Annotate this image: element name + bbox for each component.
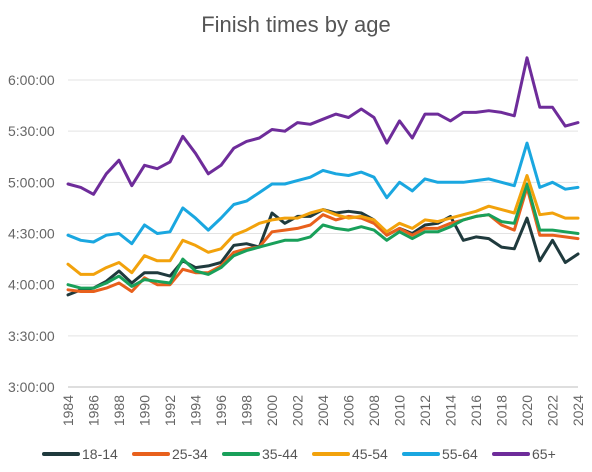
x-tick-label: 1984 (60, 395, 76, 426)
y-tick-label: 4:00:00 (8, 277, 55, 293)
x-tick-label: 2000 (264, 395, 280, 426)
legend-label: 35-44 (262, 446, 298, 462)
x-tick-label: 2010 (392, 395, 408, 426)
chart-title: Finish times by age (201, 12, 391, 37)
x-axis-ticks: 1984 1986 1988 1990 1992 1994 1996 1998 2000 2002… (60, 395, 586, 426)
series-line-55-64 (66, 141, 580, 246)
x-tick-label: 2014 (443, 395, 459, 426)
legend-label: 55-64 (442, 446, 478, 462)
x-tick-label: 2020 (519, 395, 535, 426)
x-tick-label: 1990 (137, 395, 153, 426)
x-tick-label: 1986 (86, 395, 102, 426)
series-line-65+ (66, 56, 580, 196)
y-axis-ticks: 3:00:00 3:30:00 4:00:00 4:30:00 5:00:00 5:30:… (8, 72, 55, 395)
x-tick-label: 2016 (468, 395, 484, 426)
y-tick-label: 5:00:00 (8, 174, 55, 190)
x-tick-label: 1998 (239, 395, 255, 426)
x-tick-label: 1992 (162, 395, 178, 426)
x-tick-label: 2022 (545, 395, 561, 426)
series-line-45-54 (66, 174, 580, 276)
x-tick-label: 2006 (341, 395, 357, 426)
y-tick-label: 4:30:00 (8, 226, 55, 242)
legend-label: 45-54 (352, 446, 388, 462)
x-tick-label: 2024 (570, 395, 586, 426)
y-tick-label: 3:30:00 (8, 328, 55, 344)
x-tick-label: 2004 (315, 395, 331, 426)
x-tick-label: 2008 (366, 395, 382, 426)
legend-label: 18-14 (82, 446, 118, 462)
x-tick-label: 2018 (494, 395, 510, 426)
x-tick-label: 1996 (213, 395, 229, 426)
series-line-35-44 (66, 182, 580, 290)
x-tick-label: 1994 (188, 395, 204, 426)
grid-lines (68, 79, 578, 388)
x-tick-label: 2002 (290, 395, 306, 426)
x-tick-label: 1988 (111, 395, 127, 426)
x-tick-label: 2012 (417, 395, 433, 426)
legend-label: 65+ (532, 446, 556, 462)
y-tick-label: 6:00:00 (8, 72, 55, 88)
series-line-25-34 (66, 185, 580, 293)
legend-label: 25-34 (172, 446, 208, 462)
legend: 18-14 25-34 35-44 45-54 55-64 65+ (42, 446, 556, 462)
series-lines (66, 56, 580, 297)
y-tick-label: 3:00:00 (8, 379, 55, 395)
y-tick-label: 5:30:00 (8, 123, 55, 139)
